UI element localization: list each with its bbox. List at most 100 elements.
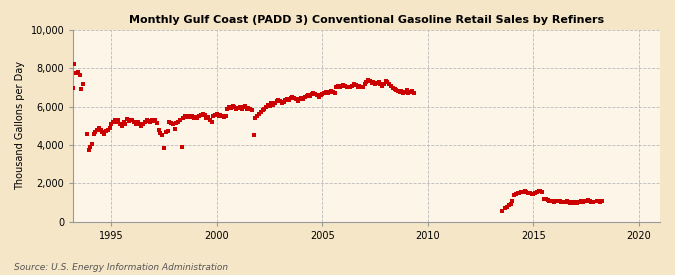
Point <box>313 95 324 99</box>
Point <box>406 89 417 94</box>
Point <box>373 79 384 84</box>
Point <box>289 96 300 100</box>
Point <box>577 199 588 204</box>
Point <box>350 82 361 87</box>
Point <box>377 83 387 88</box>
Point <box>176 145 187 149</box>
Point <box>528 192 539 196</box>
Point <box>326 89 337 94</box>
Point <box>379 81 389 86</box>
Point <box>259 106 270 111</box>
Point <box>132 120 143 124</box>
Point <box>74 73 85 77</box>
Point <box>518 190 529 194</box>
Point <box>532 190 543 194</box>
Point <box>252 114 263 119</box>
Point <box>321 90 331 95</box>
Point <box>356 85 367 90</box>
Point <box>597 199 608 203</box>
Point <box>303 93 314 97</box>
Point <box>150 118 161 122</box>
Point <box>512 191 523 195</box>
Point <box>544 199 555 203</box>
Point <box>268 103 279 107</box>
Point <box>516 190 526 194</box>
Point <box>175 118 186 122</box>
Point <box>97 129 108 134</box>
Point <box>159 146 169 150</box>
Point <box>104 126 115 130</box>
Point <box>106 122 117 126</box>
Point <box>81 132 92 137</box>
Point <box>208 114 219 119</box>
Point <box>542 197 553 202</box>
Point <box>122 117 132 121</box>
Point <box>547 199 558 203</box>
Point <box>103 128 113 132</box>
Point <box>375 81 386 86</box>
Point <box>593 199 603 203</box>
Point <box>366 81 377 85</box>
Point <box>526 192 537 196</box>
Point <box>139 120 150 124</box>
Point <box>549 199 560 204</box>
Point <box>223 104 234 109</box>
Point <box>391 88 402 93</box>
Point <box>296 96 306 100</box>
Point <box>524 191 535 195</box>
Point <box>269 101 280 105</box>
Point <box>389 87 400 92</box>
Point <box>347 83 358 88</box>
Point <box>502 205 512 210</box>
Point <box>233 105 244 110</box>
Point <box>184 114 194 119</box>
Point <box>354 83 364 88</box>
Point <box>101 128 111 133</box>
Point <box>570 199 581 204</box>
Point <box>199 113 210 117</box>
Title: Monthly Gulf Coast (PADD 3) Conventional Gasoline Retail Sales by Refiners: Monthly Gulf Coast (PADD 3) Conventional… <box>129 15 604 25</box>
Point <box>387 86 398 91</box>
Point <box>522 191 533 195</box>
Point <box>505 202 516 207</box>
Point <box>519 189 530 193</box>
Point <box>400 90 410 95</box>
Point <box>335 84 346 89</box>
Point <box>180 114 190 119</box>
Point <box>248 133 259 138</box>
Point <box>90 129 101 134</box>
Point <box>107 120 118 124</box>
Point <box>134 122 144 126</box>
Point <box>322 91 333 95</box>
Point <box>514 191 524 195</box>
Point <box>329 91 340 95</box>
Point <box>560 199 570 204</box>
Point <box>565 200 576 205</box>
Point <box>85 145 96 149</box>
Point <box>229 104 240 109</box>
Point <box>68 86 78 91</box>
Point <box>277 101 288 105</box>
Point <box>537 190 547 194</box>
Point <box>92 128 103 132</box>
Point <box>385 83 396 88</box>
Point <box>290 97 301 101</box>
Point <box>261 104 271 109</box>
Point <box>286 96 296 100</box>
Point <box>281 97 292 101</box>
Point <box>127 118 138 122</box>
Point <box>306 92 317 97</box>
Point <box>380 79 391 83</box>
Point <box>182 115 192 119</box>
Point <box>78 81 88 86</box>
Point <box>264 103 275 108</box>
Point <box>162 128 173 133</box>
Point <box>263 103 273 107</box>
Point <box>255 110 266 115</box>
Point <box>382 79 393 84</box>
Point <box>333 83 344 88</box>
Point <box>533 189 544 193</box>
Point <box>280 98 291 102</box>
Point <box>197 112 208 117</box>
Point <box>95 128 106 132</box>
